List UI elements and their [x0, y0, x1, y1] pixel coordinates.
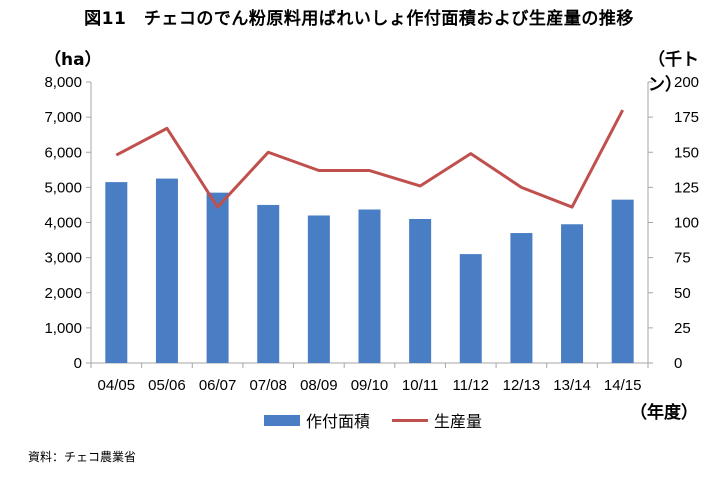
legend-item-production: 生産量 — [392, 408, 482, 432]
y-right-tick-label: 50 — [674, 285, 691, 302]
x-axis-unit: （年度） — [630, 403, 698, 423]
legend-label-area: 作付面積 — [306, 412, 371, 431]
y-left-tick-label: 4,000 — [44, 215, 82, 232]
y-left-tick-label: 5,000 — [44, 179, 82, 196]
chart-title: 図11 チェコのでん粉原料用ばれいしょ作付面積および生産量の推移 — [84, 9, 634, 29]
y-right-tick-label: 75 — [674, 250, 691, 267]
y-right-tick-label: 200 — [674, 74, 699, 91]
bar-area — [459, 254, 482, 363]
x-tick-label: 09/10 — [351, 377, 389, 394]
legend-swatch-line — [392, 418, 429, 422]
y-right-tick-label: 175 — [674, 109, 699, 126]
x-tick-label: 08/09 — [300, 377, 338, 394]
bar-area — [105, 182, 128, 363]
bar-area — [611, 199, 634, 363]
legend-swatch-bar — [264, 414, 300, 426]
y-left-tick-label: 0 — [74, 355, 82, 372]
bar-area — [206, 192, 229, 363]
x-tick-label: 06/07 — [199, 377, 237, 394]
bar-area — [510, 233, 533, 363]
bar-area — [257, 204, 280, 363]
legend: 作付面積 生産量 — [264, 408, 504, 432]
bar-area — [155, 178, 178, 363]
y-right-tick-label: 150 — [674, 144, 699, 161]
line-production — [115, 109, 625, 209]
legend-item-area: 作付面積 — [264, 408, 370, 432]
right-axis-unit: （千トン） — [648, 50, 699, 95]
y-left-tick-label: 1,000 — [44, 320, 82, 337]
y-left-tick-label: 6,000 — [44, 144, 82, 161]
x-tick-label: 04/05 — [98, 377, 136, 394]
bar-area — [358, 209, 381, 363]
y-left-tick-label: 2,000 — [44, 285, 82, 302]
y-left-tick-label: 7,000 — [44, 109, 82, 126]
y-right-tick-label: 0 — [674, 355, 682, 372]
x-tick-label: 12/13 — [503, 377, 541, 394]
left-axis-unit: （ha） — [44, 50, 102, 70]
bar-area — [409, 218, 432, 363]
legend-label-production: 生産量 — [434, 412, 483, 431]
x-tick-label: 11/12 — [453, 377, 489, 394]
x-tick-label: 07/08 — [249, 377, 287, 394]
y-left-tick-label: 8,000 — [44, 74, 82, 91]
x-tick-label: 10/11 — [402, 377, 438, 394]
y-left-tick-label: 3,000 — [44, 250, 82, 267]
x-tick-label: 14/15 — [604, 377, 642, 394]
source-note: 資料：チェコ農業省 — [28, 450, 137, 464]
x-tick-label: 13/14 — [553, 377, 591, 394]
y-right-tick-label: 125 — [674, 179, 699, 196]
y-right-tick-label: 25 — [674, 320, 691, 337]
bar-area — [561, 224, 584, 363]
x-tick-label: 05/06 — [148, 377, 186, 394]
bar-area — [307, 215, 330, 363]
y-right-tick-label: 100 — [674, 215, 699, 232]
